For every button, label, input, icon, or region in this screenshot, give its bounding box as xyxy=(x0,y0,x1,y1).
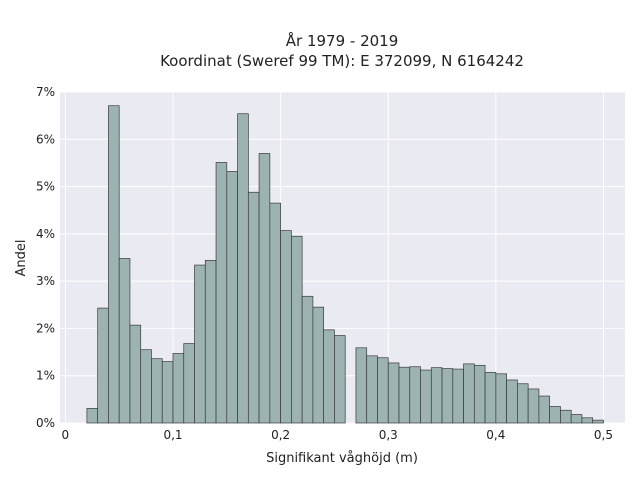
histogram-bar xyxy=(97,307,109,424)
y-tick-label: 7% xyxy=(36,85,55,99)
chart-title-line-1: År 1979 - 2019 xyxy=(286,31,399,50)
histogram-bar xyxy=(204,259,217,424)
histogram-bar xyxy=(280,230,292,424)
histogram-bar xyxy=(247,191,260,424)
histogram-bar xyxy=(549,406,561,424)
histogram-bar xyxy=(151,358,163,424)
histogram-bars xyxy=(86,105,604,424)
histogram-bar xyxy=(398,366,411,424)
histogram-bar xyxy=(560,409,572,424)
histogram-bar xyxy=(161,361,174,424)
histogram-bar xyxy=(183,343,195,424)
y-tick-label: 0% xyxy=(36,416,55,430)
histogram-bar xyxy=(538,395,551,424)
histogram-bar xyxy=(194,264,206,424)
chart-title-line-2: Koordinat (Sweref 99 TM): E 372099, N 61… xyxy=(160,52,524,70)
x-tick-labels: 0 0,1 0,2 0,3 0,4 0,5 xyxy=(62,428,613,442)
x-axis-label: Signifikant våghöjd (m) xyxy=(266,451,418,466)
x-tick-label: 0,1 xyxy=(163,428,182,442)
histogram-bar xyxy=(258,153,271,424)
histogram-bar xyxy=(301,295,314,424)
histogram-bar xyxy=(452,368,464,424)
histogram-bar xyxy=(172,353,185,424)
histogram-bar xyxy=(140,349,152,424)
histogram-bar xyxy=(377,357,389,424)
histogram-bar xyxy=(430,367,443,424)
histogram-bar xyxy=(441,368,454,424)
histogram-bar xyxy=(527,388,540,424)
y-tick-label: 2% xyxy=(36,321,55,335)
histogram-bar xyxy=(570,414,583,424)
histogram-bar xyxy=(420,369,432,424)
y-tick-labels: 0% 1% 2% 3% 4% 5% 6% 7% xyxy=(36,85,55,430)
x-tick-label: 0,5 xyxy=(594,428,613,442)
histogram-bar xyxy=(215,162,228,424)
x-tick-label: 0,4 xyxy=(486,428,505,442)
histogram-bar xyxy=(473,364,486,424)
histogram-bar xyxy=(118,258,131,424)
histogram-bar xyxy=(269,202,281,424)
histogram-bar xyxy=(129,324,142,424)
y-tick-label: 1% xyxy=(36,369,55,383)
y-tick-label: 5% xyxy=(36,180,55,194)
histogram-bar xyxy=(226,171,238,424)
histogram-bar xyxy=(334,335,346,424)
histogram-bar xyxy=(592,419,604,424)
y-tick-label: 4% xyxy=(36,227,55,241)
x-tick-label: 0 xyxy=(62,428,70,442)
histogram-bar xyxy=(581,417,594,424)
histogram-bar xyxy=(237,113,249,424)
y-axis-label: Andel xyxy=(14,240,29,277)
histogram-bar xyxy=(323,329,335,424)
histogram-bar xyxy=(506,379,518,424)
x-tick-label: 0,2 xyxy=(271,428,290,442)
histogram-bar xyxy=(517,383,529,424)
histogram-bar xyxy=(484,372,497,424)
y-tick-label: 3% xyxy=(36,274,55,288)
x-tick-label: 0,3 xyxy=(379,428,398,442)
histogram-bar xyxy=(355,347,368,424)
histogram-bar xyxy=(409,366,421,424)
histogram-bar xyxy=(108,105,120,424)
histogram-bar xyxy=(86,407,99,424)
histogram-bar xyxy=(366,355,378,424)
histogram-bar xyxy=(463,363,475,424)
histogram-bar xyxy=(495,373,507,424)
histogram-bar xyxy=(387,362,400,424)
y-tick-label: 6% xyxy=(36,132,55,146)
histogram-bar xyxy=(291,235,303,424)
histogram-bar xyxy=(312,306,325,424)
